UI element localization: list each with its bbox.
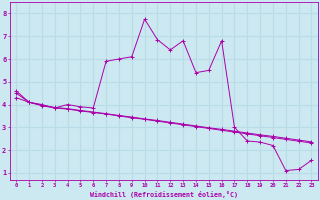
X-axis label: Windchill (Refroidissement éolien,°C): Windchill (Refroidissement éolien,°C) xyxy=(90,191,238,198)
